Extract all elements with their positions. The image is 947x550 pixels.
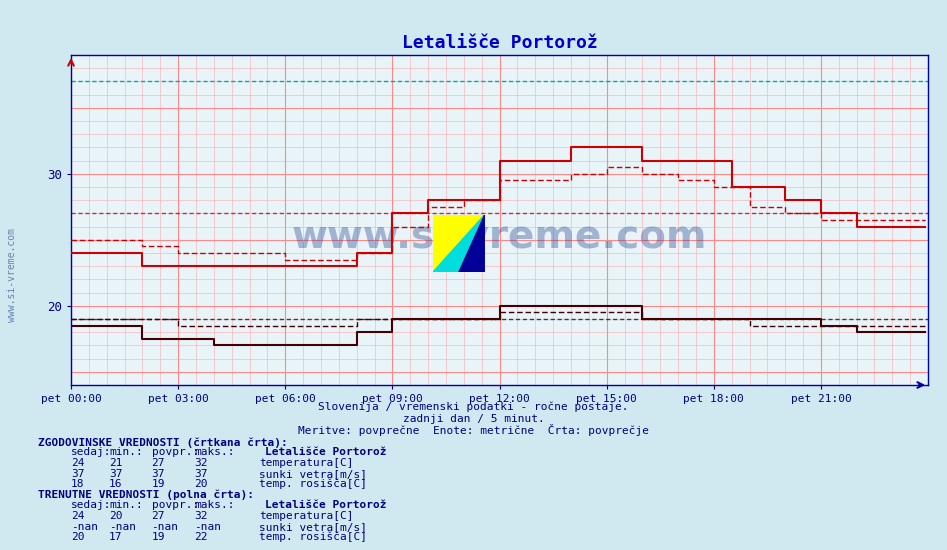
- Text: min.:: min.:: [109, 500, 143, 510]
- Text: 37: 37: [109, 469, 122, 479]
- Text: 17: 17: [109, 532, 122, 542]
- Text: Letališče Portorož: Letališče Portorož: [265, 500, 386, 510]
- Text: 32: 32: [194, 458, 207, 469]
- Text: TRENUTNE VREDNOSTI (polna črta):: TRENUTNE VREDNOSTI (polna črta):: [38, 490, 254, 500]
- Text: sedaj:: sedaj:: [71, 500, 112, 510]
- Text: sunki vetra[m/s]: sunki vetra[m/s]: [259, 521, 367, 532]
- Text: 37: 37: [71, 469, 84, 479]
- Text: -nan: -nan: [109, 521, 136, 532]
- Text: www.si-vreme.com: www.si-vreme.com: [8, 228, 17, 322]
- Text: temperatura[C]: temperatura[C]: [259, 458, 354, 469]
- Text: povpr.:: povpr.:: [152, 500, 199, 510]
- Text: 21: 21: [109, 458, 122, 469]
- Text: www.si-vreme.com: www.si-vreme.com: [292, 217, 707, 256]
- Text: -nan: -nan: [71, 521, 98, 532]
- Polygon shape: [433, 214, 485, 272]
- Text: 20: 20: [109, 511, 122, 521]
- Text: povpr.:: povpr.:: [152, 447, 199, 458]
- Text: min.:: min.:: [109, 447, 143, 458]
- Polygon shape: [433, 214, 485, 272]
- Text: zadnji dan / 5 minut.: zadnji dan / 5 minut.: [402, 414, 545, 424]
- Title: Letališče Portorož: Letališče Portorož: [402, 34, 598, 52]
- Text: -nan: -nan: [194, 521, 222, 532]
- Text: Letališče Portorož: Letališče Portorož: [265, 447, 386, 458]
- Text: -nan: -nan: [152, 521, 179, 532]
- Text: 24: 24: [71, 458, 84, 469]
- Text: maks.:: maks.:: [194, 447, 235, 458]
- Text: maks.:: maks.:: [194, 500, 235, 510]
- Text: 37: 37: [194, 469, 207, 479]
- Text: sedaj:: sedaj:: [71, 447, 112, 458]
- Text: sunki vetra[m/s]: sunki vetra[m/s]: [259, 469, 367, 479]
- Text: 18: 18: [71, 479, 84, 490]
- Text: temperatura[C]: temperatura[C]: [259, 511, 354, 521]
- Text: ZGODOVINSKE VREDNOSTI (črtkana črta):: ZGODOVINSKE VREDNOSTI (črtkana črta):: [38, 437, 288, 448]
- Text: temp. rosišča[C]: temp. rosišča[C]: [259, 532, 367, 542]
- Text: 32: 32: [194, 511, 207, 521]
- Text: 19: 19: [152, 479, 165, 490]
- Text: temp. rosišča[C]: temp. rosišča[C]: [259, 479, 367, 490]
- Text: Slovenija / vremenski podatki - ročne postaje.: Slovenija / vremenski podatki - ročne po…: [318, 402, 629, 412]
- Text: 20: 20: [71, 532, 84, 542]
- Text: Meritve: povprečne  Enote: metrične  Črta: povprečje: Meritve: povprečne Enote: metrične Črta:…: [298, 424, 649, 436]
- Text: 24: 24: [71, 511, 84, 521]
- Text: 19: 19: [152, 532, 165, 542]
- Text: 22: 22: [194, 532, 207, 542]
- Polygon shape: [459, 214, 485, 272]
- Text: 27: 27: [152, 458, 165, 469]
- Text: 20: 20: [194, 479, 207, 490]
- Text: 27: 27: [152, 511, 165, 521]
- Text: 16: 16: [109, 479, 122, 490]
- Text: 37: 37: [152, 469, 165, 479]
